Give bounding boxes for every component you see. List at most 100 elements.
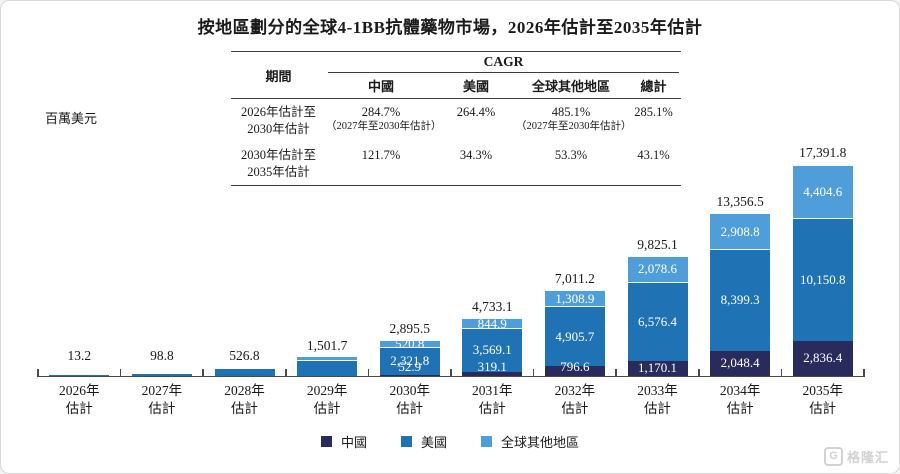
bar-2034年: 2,048.4 8,399.3 2,908.8	[710, 213, 771, 376]
x-axis-tick	[532, 369, 535, 377]
x-label-year: 2035年	[802, 383, 843, 398]
table-value-cell: 53.3%	[554, 147, 588, 162]
x-label-suffix: 估計	[313, 400, 341, 416]
bar-segment-other: 4,404.6	[792, 164, 853, 218]
x-label-suffix: 估計	[561, 400, 589, 416]
table-col-other: 全球其他地區	[531, 79, 610, 94]
watermark-logo-icon: G	[823, 447, 843, 466]
x-label-suffix: 估計	[809, 400, 837, 416]
x-axis-category-label: 2027年 估計	[121, 382, 204, 417]
x-label-suffix: 估計	[643, 400, 671, 416]
bar-segment-china: 52.9	[379, 359, 440, 376]
legend-swatch-icon	[481, 436, 492, 447]
bar-2031年: 319.1 3,569.1 844.9	[462, 316, 523, 376]
x-axis-category-label: 2034年估計	[699, 382, 782, 417]
segment-value-label: 4,905.7	[555, 328, 595, 344]
y-axis-unit-label: 百萬美元	[45, 111, 98, 126]
segment-value-label: 52.9	[398, 358, 422, 374]
bar-2029年	[297, 357, 358, 376]
x-label-suffix: 估計	[726, 400, 754, 416]
x-label-year: 2029年	[306, 383, 348, 398]
segment-value-label: 520.8	[395, 336, 425, 352]
cagr-table-header: 期間 CAGR 中國 美國 全球其他地區 總計	[231, 52, 681, 99]
x-axis-category-label: 2029年估計	[286, 382, 369, 417]
legend-label: 全球其他地區	[501, 435, 580, 450]
x-label-year: 2034年	[719, 383, 761, 398]
segment-value-label: 2,048.4	[720, 355, 760, 371]
segment-value-label: 796.6	[560, 358, 590, 374]
bar-2026年	[49, 375, 110, 376]
x-axis-tick	[698, 369, 700, 377]
bar-total-label: 9,825.1	[637, 236, 678, 252]
bar-segment-us: 2,321.8	[379, 346, 440, 375]
page-title: 按地區劃分的全球4-1BB抗體藥物市場，2026年估計至2035年估計	[197, 18, 703, 37]
segment-value-label: 319.1	[477, 358, 507, 374]
x-label-year: 2033年	[637, 383, 678, 398]
bar-segment-us: 6,576.4	[627, 281, 688, 362]
x-axis-tick	[615, 369, 617, 377]
segment-value-label: 2,078.6	[638, 261, 677, 277]
x-label-suffix: 估計	[148, 400, 176, 416]
x-axis-tick	[450, 369, 452, 377]
bar-segment-us: 3,569.1	[462, 328, 523, 372]
legend-swatch-icon	[320, 436, 332, 447]
table-period-cell: 2026年估計至 2030年估計	[240, 105, 316, 136]
cagr-table: 期間 CAGR 中國 美國 全球其他地區 總計 2026年估計至 2030年估計…	[231, 51, 681, 186]
bar-total-label: 526.8	[229, 348, 260, 363]
segment-value-label: 8,399.3	[720, 292, 760, 308]
x-label-year: 2026年	[59, 383, 100, 398]
segment-value-label: 844.9	[477, 315, 507, 331]
bar-2035年: 2,836.4 10,150.8 4,404.6	[792, 164, 853, 376]
x-axis-tick	[285, 369, 287, 377]
x-label-year: 2030年	[389, 383, 430, 398]
segment-value-label: 2,321.8	[390, 353, 430, 369]
table-value-cell: 121.7%	[361, 147, 401, 162]
bar-2030年: 52.9 2,321.8 520.8	[379, 336, 440, 376]
x-axis-category-label: 2026年 估計	[38, 382, 121, 417]
legend: 中國 美國 全球其他地區	[1, 432, 899, 451]
bar-2027年	[131, 374, 192, 376]
table-note: （2027年至2030年估計）	[326, 121, 442, 133]
x-label-year: 2028年	[224, 383, 265, 398]
bar-segment-us: 10,150.8	[792, 217, 853, 342]
table-value-cell: 284.7% （2027年至2030年估計）	[326, 104, 442, 138]
table-col-us: 美國	[462, 79, 489, 94]
x-axis-tick	[863, 369, 865, 377]
table-col-china: 中國	[367, 79, 394, 94]
table-value-cell: 34.3%	[459, 147, 493, 162]
bar-total-label: 13,356.5	[716, 193, 764, 209]
legend-swatch-icon	[400, 436, 412, 447]
segment-value-label: 10,150.8	[799, 272, 846, 288]
legend-item-other: 全球其他地區	[481, 432, 579, 451]
bar-segment-china: 1,170.1	[627, 360, 688, 376]
bar-segment-other	[297, 357, 358, 362]
segment-value-label: 2,836.4	[803, 350, 843, 366]
table-value-cell: 485.1% （2027年至2030年估計）	[516, 104, 632, 138]
bar-segment-other: 844.9	[462, 316, 523, 331]
bar-segment-other: 2,908.8	[710, 213, 771, 249]
table-period-cell: 2030年估計至 2035年估計	[240, 147, 316, 179]
bar-total-label: 1,501.7	[306, 337, 348, 353]
bar-total-label: 98.8	[150, 348, 174, 363]
watermark: G 格隆汇	[823, 447, 889, 466]
bar-segment-china: 796.6	[544, 359, 605, 376]
table-note: （2027年至2030年估計）	[516, 121, 632, 133]
x-axis-category-label: 2031年 估計	[451, 382, 534, 417]
x-axis-category-label: 2035年估計	[781, 382, 864, 417]
segment-value-label: 2,908.8	[720, 223, 760, 239]
plot-area: 13.2 98.8 526.8 1,501.7 52.9 2,321.8 520.8 2,89…	[37, 139, 865, 377]
x-label-year: 2032年	[554, 383, 596, 398]
bar-total-label: 17,391.8	[799, 145, 847, 160]
bar-total-label: 4,733.1	[472, 298, 513, 314]
x-axis-tick	[367, 369, 370, 377]
x-axis-category-label: 2030年 估計	[368, 382, 451, 417]
x-axis-tick	[37, 369, 39, 377]
x-axis-category-label: 2033年估計	[616, 382, 699, 417]
table-value-cell: 43.1%	[637, 147, 670, 162]
bar-2033年: 1,170.1 6,576.4 2,078.6	[627, 256, 688, 376]
table-col-total: 總計	[640, 79, 667, 94]
x-axis-tick	[119, 369, 122, 377]
bar-segment-other: 1,308.9	[544, 290, 605, 307]
table-value-cell: 264.4%	[456, 105, 496, 119]
